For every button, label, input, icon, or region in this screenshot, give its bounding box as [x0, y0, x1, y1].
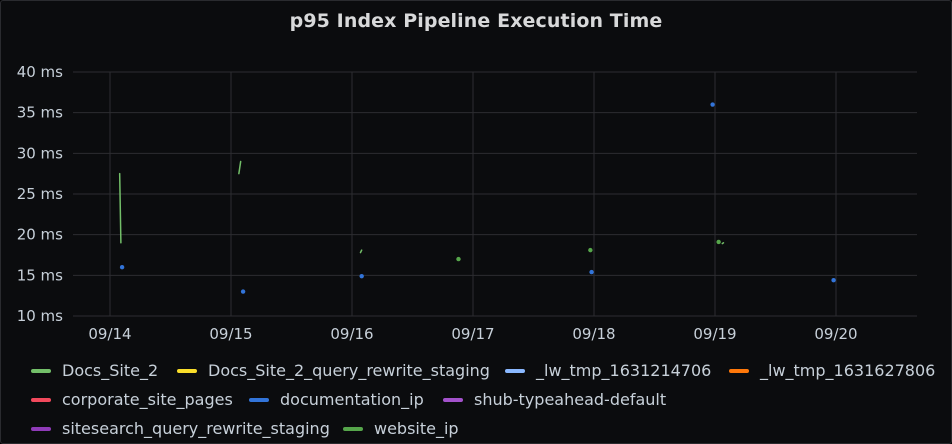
y-tick-label: 40 ms — [17, 63, 63, 81]
legend-item[interactable]: website_ip — [343, 419, 459, 438]
legend-item[interactable]: _lw_tmp_1631214706 — [505, 361, 711, 380]
legend-item[interactable]: Docs_Site_2 — [31, 361, 158, 380]
x-tick-label: 09/15 — [209, 325, 252, 343]
series-segment[interactable] — [721, 242, 725, 245]
x-tick-label: 09/18 — [572, 325, 615, 343]
legend-label: website_ip — [374, 419, 459, 438]
y-tick-label: 35 ms — [17, 104, 63, 122]
data-point[interactable] — [359, 273, 364, 279]
legend-swatch — [31, 368, 51, 373]
series-segment[interactable] — [238, 160, 242, 175]
legend-swatch — [249, 397, 269, 402]
legend-item[interactable]: shub-typeahead-default — [443, 390, 666, 409]
legend-item[interactable]: _lw_tmp_1631627806 — [729, 361, 935, 380]
legend-swatch — [729, 368, 749, 373]
legend-swatch — [343, 426, 363, 431]
x-tick-label: 09/16 — [330, 325, 373, 343]
legend-item[interactable]: sitesearch_query_rewrite_staging — [31, 419, 330, 438]
chart-title: p95 Index Pipeline Execution Time — [289, 10, 663, 32]
legend-label: _lw_tmp_1631627806 — [760, 361, 936, 380]
legend-label: sitesearch_query_rewrite_staging — [62, 419, 330, 438]
x-tick-label: 09/14 — [88, 325, 131, 343]
data-point[interactable] — [119, 265, 125, 270]
legend-item[interactable]: documentation_ip — [249, 390, 424, 409]
x-tick-label: 09/20 — [814, 325, 857, 343]
data-point[interactable] — [456, 256, 461, 262]
legend-swatch — [31, 426, 51, 431]
data-point[interactable] — [716, 239, 721, 245]
data-point[interactable] — [710, 102, 715, 107]
y-tick-label: 20 ms — [17, 226, 63, 244]
x-tick-label: 09/17 — [451, 325, 494, 343]
y-tick-label: 30 ms — [17, 144, 63, 162]
legend-label: Docs_Site_2 — [62, 361, 159, 380]
series-segment[interactable] — [359, 249, 363, 254]
legend-swatch — [177, 368, 197, 373]
legend-swatch — [443, 397, 463, 402]
legend-swatch — [31, 397, 51, 402]
data-point[interactable] — [240, 289, 246, 294]
x-tick-label: 09/19 — [693, 325, 736, 343]
legend-label: corporate_site_pages — [62, 390, 233, 409]
y-tick-label: 10 ms — [17, 307, 63, 325]
data-point[interactable] — [831, 278, 836, 283]
legend-item[interactable]: corporate_site_pages — [31, 390, 233, 409]
data-point[interactable] — [588, 247, 593, 253]
y-tick-label: 15 ms — [17, 266, 63, 284]
legend-label: Docs_Site_2_query_rewrite_staging — [208, 361, 490, 380]
legend-label: documentation_ip — [280, 390, 424, 409]
series-segment[interactable] — [118, 172, 122, 244]
legend-item[interactable]: Docs_Site_2_query_rewrite_staging — [177, 361, 490, 380]
legend-label: shub-typeahead-default — [474, 390, 667, 409]
legend-label: _lw_tmp_1631214706 — [536, 361, 712, 380]
y-tick-label: 25 ms — [17, 185, 63, 203]
data-point[interactable] — [589, 269, 594, 275]
legend-swatch — [505, 368, 525, 373]
